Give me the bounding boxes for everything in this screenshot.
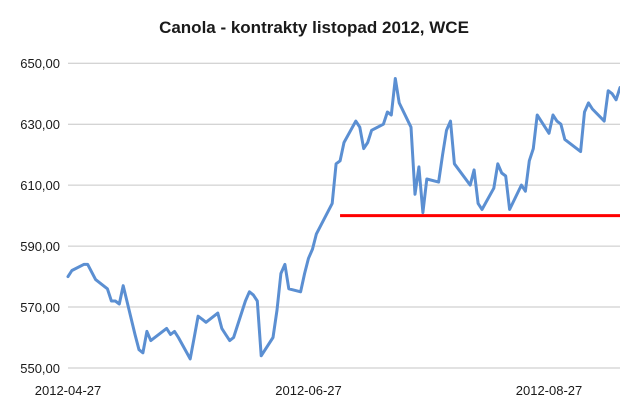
y-tick-label-570: 570,00 [20, 300, 60, 315]
y-axis: 550,00 570,00 590,00 610,00 630,00 650,00 [20, 56, 60, 376]
x-tick-label-2012-06-27: 2012-06-27 [275, 383, 342, 398]
x-tick-label-2012-08-27: 2012-08-27 [516, 383, 583, 398]
y-tick-label-590: 590,00 [20, 239, 60, 254]
plot-area [66, 77, 620, 361]
y-tick-label-550: 550,00 [20, 361, 60, 376]
y-tick-label-650: 650,00 [20, 56, 60, 71]
y-tick-label-630: 630,00 [20, 117, 60, 132]
x-axis: 2012-04-27 2012-06-27 2012-08-27 [35, 383, 583, 398]
series-line [66, 77, 620, 361]
chart-title: Canola - kontrakty listopad 2012, WCE [159, 18, 469, 37]
gridlines [68, 62, 620, 369]
y-tick-label-610: 610,00 [20, 178, 60, 193]
x-tick-label-2012-04-27: 2012-04-27 [35, 383, 102, 398]
